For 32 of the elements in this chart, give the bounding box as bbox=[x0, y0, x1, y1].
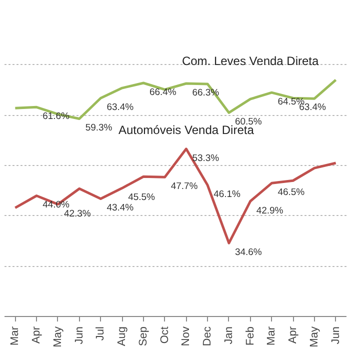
x-tick-label: Mar bbox=[266, 326, 278, 346]
data-label: 42.9% bbox=[256, 205, 284, 216]
x-tick-label: Mar bbox=[9, 326, 22, 346]
x-tick-label: May bbox=[52, 326, 64, 348]
x-tick-label: May bbox=[308, 326, 320, 348]
data-label: 53.3% bbox=[192, 152, 220, 164]
data-label: 61.6% bbox=[42, 111, 70, 122]
x-tick-label: Jun bbox=[73, 326, 86, 344]
data-label: 45.5% bbox=[128, 192, 156, 204]
x-tick-label: Feb bbox=[244, 326, 256, 346]
x-tick-label: Aug bbox=[116, 326, 128, 346]
x-tick-label: Jan bbox=[222, 326, 235, 344]
data-label: 42.3% bbox=[64, 208, 92, 220]
x-tick-label: Nov bbox=[180, 326, 192, 346]
series-label: Com. Leves Venda Direta bbox=[182, 54, 320, 68]
data-label: 63.4% bbox=[106, 102, 134, 114]
data-label: 66.4% bbox=[149, 87, 177, 98]
x-tick-label: Jun bbox=[330, 326, 342, 344]
data-label: 63.4% bbox=[299, 102, 327, 114]
x-tick-label: Apr bbox=[30, 326, 43, 344]
data-label: 46.1% bbox=[214, 189, 242, 200]
x-tick-label: Dec bbox=[202, 326, 214, 346]
data-label: 43.4% bbox=[106, 202, 134, 214]
data-label: 59.3% bbox=[85, 122, 113, 134]
data-label: 46.5% bbox=[278, 187, 306, 198]
x-tick-label: Oct bbox=[158, 326, 171, 344]
x-tick-label: Jul bbox=[94, 326, 107, 341]
x-tick-label: Apr bbox=[287, 326, 300, 344]
data-label: 47.7% bbox=[170, 181, 198, 192]
x-tick-label: Sep bbox=[137, 326, 150, 346]
data-label: 34.6% bbox=[234, 247, 262, 258]
data-label: 44.0% bbox=[42, 200, 70, 211]
